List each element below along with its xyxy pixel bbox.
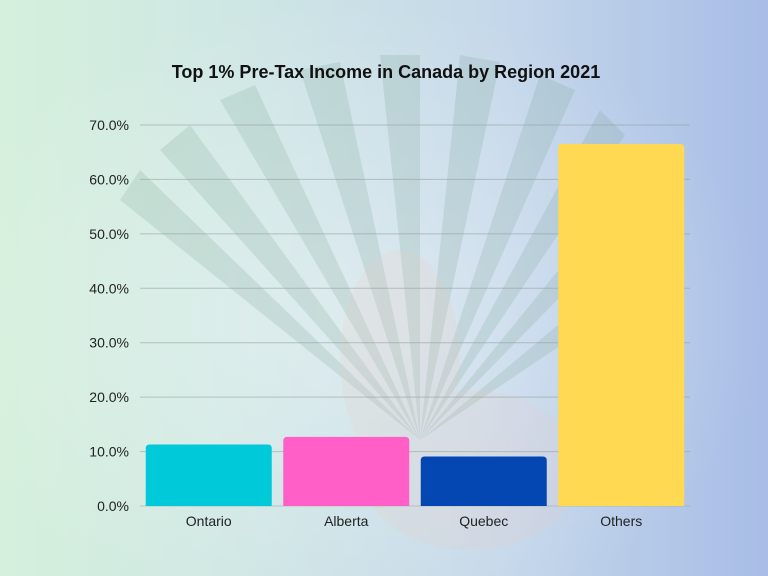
bar-alberta [283,436,410,506]
y-tick-label: 10.0% [89,444,129,460]
y-tick-label: 50.0% [89,226,129,242]
x-axis-labels: Ontario Alberta Quebec Others [186,513,642,529]
x-tick-label-others: Others [600,513,642,529]
y-tick-label: 0.0% [97,498,129,514]
y-tick-label: 60.0% [89,171,129,187]
x-tick-label-ontario: Ontario [186,513,232,529]
x-tick-label-alberta: Alberta [324,513,369,529]
y-tick-label: 20.0% [89,389,129,405]
y-tick-label: 40.0% [89,280,129,296]
chart-title: Top 1% Pre-Tax Income in Canada by Regio… [172,62,600,82]
y-tick-label: 30.0% [89,335,129,351]
bar-quebec [420,456,547,506]
bar-others [558,144,685,507]
x-tick-label-quebec: Quebec [459,513,508,529]
bar-ontario [145,444,272,506]
y-axis-ticks: 0.0% 10.0% 20.0% 30.0% 40.0% 50.0% 60.0% 70.0% [89,117,129,514]
bars [145,144,685,507]
y-tick-label: 70.0% [89,117,129,133]
